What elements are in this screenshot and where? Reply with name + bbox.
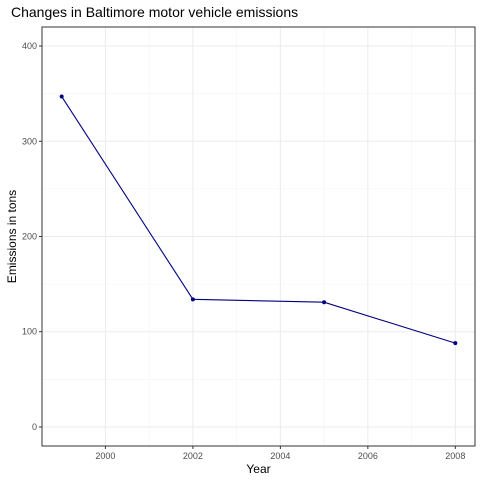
- y-tick-label: 0: [32, 422, 37, 432]
- series-group: [59, 94, 458, 346]
- series-line: [61, 96, 456, 344]
- y-tick-label: 200: [22, 232, 37, 242]
- x-axis-title: Year: [246, 462, 270, 476]
- x-tick-label: 2004: [270, 451, 290, 461]
- data-point: [322, 300, 327, 305]
- x-tick-label: 2006: [358, 451, 378, 461]
- data-point: [453, 341, 458, 346]
- x-tick-label: 2000: [95, 451, 115, 461]
- chart-title: Changes in Baltimore motor vehicle emiss…: [11, 4, 298, 20]
- x-axis: 2000 2002 2004 2006 2008: [95, 446, 465, 461]
- data-point: [190, 297, 195, 302]
- data-point: [59, 94, 64, 99]
- major-gridlines: [42, 27, 475, 446]
- y-tick-label: 300: [22, 136, 37, 146]
- y-axis: 0 100 200 300 400: [22, 41, 42, 432]
- y-tick-label: 100: [22, 327, 37, 337]
- x-tick-label: 2008: [445, 451, 465, 461]
- x-tick-label: 2002: [183, 451, 203, 461]
- y-tick-label: 400: [22, 41, 37, 51]
- plot-panel: [41, 26, 476, 447]
- y-axis-title: Emissions in tons: [5, 190, 19, 283]
